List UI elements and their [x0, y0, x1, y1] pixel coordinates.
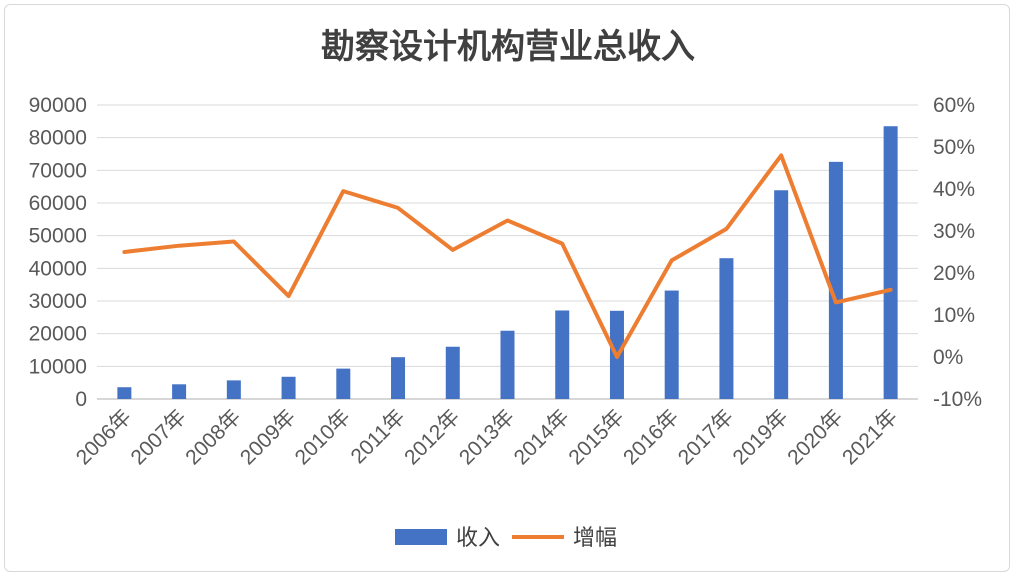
revenue-bar: [719, 258, 734, 399]
left-tick-label: 80000: [29, 127, 87, 150]
x-tick-label: 2015年: [564, 405, 628, 469]
revenue-bar: [391, 357, 406, 399]
revenue-bar: [117, 387, 132, 399]
x-tick-label: 2014年: [510, 405, 574, 469]
legend-line-label: 增幅: [573, 526, 617, 551]
x-tick-label: 2012年: [400, 405, 464, 469]
right-tick-label: 40%: [933, 178, 975, 201]
x-axis-ticks: 2006年2007年2008年2009年2010年2011年2012年2013年…: [72, 405, 902, 469]
x-tick-label: 2020年: [783, 405, 847, 469]
right-tick-label: 20%: [933, 262, 975, 285]
legend: 收入 增幅: [395, 526, 617, 551]
revenue-bars: [117, 126, 898, 399]
x-tick-label: 2016年: [619, 405, 683, 469]
revenue-bar: [828, 161, 843, 399]
growth-line: [122, 153, 893, 359]
revenue-bar: [445, 346, 460, 399]
right-axis-ticks: -10% 0% 10% 20% 30% 40% 50% 60%: [933, 94, 982, 411]
right-tick-label: 0%: [933, 346, 963, 369]
x-tick-label: 2019年: [729, 405, 793, 469]
revenue-bar: [336, 368, 351, 399]
x-tick-label: 2006年: [72, 405, 136, 469]
x-tick-label: 2021年: [838, 405, 902, 469]
right-tick-label: -10%: [933, 388, 982, 411]
right-tick-label: 50%: [933, 136, 975, 159]
left-tick-label: 0: [75, 388, 87, 411]
revenue-bar: [226, 380, 241, 399]
left-tick-label: 40000: [29, 257, 87, 280]
left-tick-label: 70000: [29, 159, 87, 182]
x-tick-label: 2013年: [455, 405, 519, 469]
revenue-bar: [883, 126, 898, 399]
chart-title: 勘察设计机构营业总收入: [321, 27, 695, 67]
x-tick-label: 2007年: [126, 405, 190, 469]
x-tick-label: 2009年: [236, 405, 300, 469]
x-tick-label: 2011年: [347, 405, 410, 468]
revenue-bar: [281, 376, 296, 399]
revenue-bar: [172, 384, 187, 399]
revenue-bar: [555, 310, 570, 399]
legend-bar-swatch: [395, 529, 447, 545]
x-tick-label: 2008年: [181, 405, 245, 469]
revenue-bar: [774, 190, 789, 399]
revenue-bar: [500, 330, 515, 399]
revenue-bar: [664, 290, 679, 399]
right-tick-label: 30%: [933, 220, 975, 243]
left-tick-label: 20000: [29, 323, 87, 346]
legend-bar-label: 收入: [456, 526, 500, 551]
right-tick-label: 60%: [933, 94, 975, 117]
left-tick-label: 60000: [29, 192, 87, 215]
left-tick-label: 30000: [29, 290, 87, 313]
right-tick-label: 10%: [933, 304, 975, 327]
left-tick-label: 90000: [29, 94, 87, 117]
left-tick-label: 50000: [29, 225, 87, 248]
x-tick-label: 2010年: [291, 405, 355, 469]
x-tick-label: 2017年: [674, 405, 738, 469]
left-tick-label: 10000: [29, 355, 87, 378]
left-axis-ticks: 0 10000 20000 30000 40000 50000 60000 70000 8000…: [29, 94, 87, 411]
